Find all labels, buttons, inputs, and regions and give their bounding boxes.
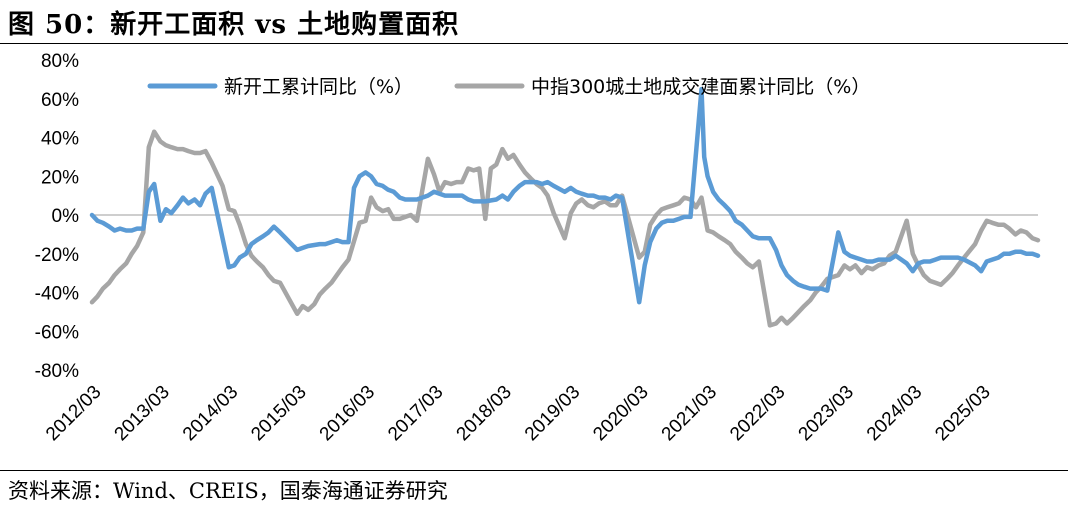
x-tick-label: 2016/03 <box>316 382 379 445</box>
series-lines <box>89 86 1041 328</box>
y-tick-label: -60% <box>35 322 79 343</box>
y-tick-label: 20% <box>41 167 79 188</box>
x-tick-label: 2020/03 <box>589 382 652 445</box>
x-tick-label: 2017/03 <box>384 382 447 445</box>
x-tick-label: 2014/03 <box>179 382 242 445</box>
x-tick-label: 2018/03 <box>453 382 516 445</box>
y-tick-label: -40% <box>35 284 79 305</box>
y-tick-label: 0% <box>52 206 80 227</box>
x-tick-label: 2021/03 <box>658 382 721 445</box>
series-line-land-area <box>89 129 1041 328</box>
y-tick-label: 60% <box>41 90 79 111</box>
y-tick-label: -80% <box>35 361 79 382</box>
x-tick-label: 2023/03 <box>795 382 858 445</box>
x-tick-label: 2015/03 <box>247 382 310 445</box>
source-note: 资料来源：Wind、CREIS，国泰海通证券研究 <box>8 479 448 503</box>
legend-label: 新开工累计同比（%） <box>224 76 413 98</box>
legend: 新开工累计同比（%） 中指300城土地成交建面累计同比（%） <box>147 76 870 98</box>
legend-label: 中指300城土地成交建面累计同比（%） <box>531 76 870 98</box>
x-axis: 2012/03 2013/03 2014/03 2015/03 2016/03 2017/… <box>42 382 995 445</box>
y-axis: 80% 60% 40% 20% 0% -20% -40% -60% -80% <box>35 51 79 382</box>
x-tick-label: 2024/03 <box>863 382 926 445</box>
bottom-rule <box>0 470 1068 471</box>
y-tick-label: 40% <box>41 129 79 150</box>
y-tick-label: 80% <box>41 51 79 72</box>
y-tick-label: -20% <box>35 245 79 266</box>
x-tick-label: 2025/03 <box>931 382 994 445</box>
x-tick-label: 2022/03 <box>726 382 789 445</box>
series-line-new-starts <box>89 86 1041 305</box>
x-tick-label: 2012/03 <box>42 382 105 445</box>
figure-title: 图 50：新开工面积 vs 土地购置面积 <box>8 10 460 40</box>
x-tick-label: 2013/03 <box>111 382 174 445</box>
top-rule <box>0 43 1068 44</box>
line-chart: 80%60%40%20%0%-20%-40%-60%-80% 2012/03 20… <box>35 51 1041 445</box>
x-tick-label: 2019/03 <box>521 382 584 445</box>
